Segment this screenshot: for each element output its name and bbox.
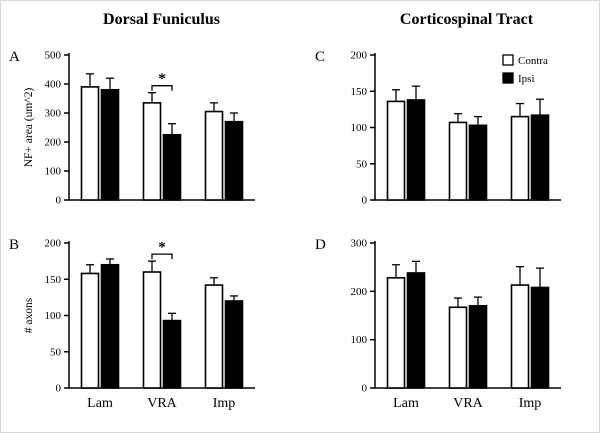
bar-contra-vra: [142, 102, 162, 201]
bar-ipsi-vra: [468, 124, 488, 201]
panel-D: D 0 100 200 300 Lam VRA Imp: [315, 229, 579, 430]
y-tick-label: 200: [351, 286, 368, 298]
y-tick-label: 300: [351, 238, 368, 250]
y-tick-label: 0: [56, 383, 62, 395]
y-axis-label: NF+ area (um^2): [23, 88, 35, 168]
panel-D-plot: 0 100 200 300 Lam VRA Imp: [351, 238, 561, 411]
y-tick-label: 0: [56, 195, 62, 207]
bar-ipsi-vra: [468, 305, 488, 389]
panel-B-plot: 0 50 100 150 200 # axons Lam VRA Imp *: [23, 238, 255, 411]
y-axis-label: # axons: [23, 297, 35, 333]
bar-ipsi-imp: [530, 114, 550, 201]
panel-B-label: B: [9, 237, 20, 253]
panel-C-label: C: [315, 49, 326, 65]
legend-swatch-ipsi: [502, 72, 514, 84]
x-category-label: VRA: [453, 396, 483, 411]
bar-ipsi-lam: [406, 272, 426, 389]
bar-contra-vra: [448, 121, 468, 201]
y-tick-label: 100: [45, 310, 62, 322]
y-tick-label: 100: [45, 166, 62, 178]
bar-contra-lam: [386, 276, 406, 389]
bar-ipsi-vra: [162, 133, 182, 201]
bar-ipsi-imp: [224, 120, 244, 201]
x-category-label: Lam: [393, 396, 419, 411]
x-category-label: Imp: [213, 396, 236, 411]
bar-ipsi-lam: [406, 99, 426, 201]
panel-C: C 0 50 100 150 200 Contra Ipsi: [315, 41, 579, 218]
bar-ipsi-imp: [530, 286, 550, 389]
y-tick-label: 0: [362, 195, 368, 207]
y-tick-label: 150: [45, 274, 62, 286]
bar-contra-imp: [510, 284, 530, 389]
panel-C-chart: 0 50 100 150 200 Contra Ipsi: [327, 41, 579, 218]
figure-title-left: Dorsal Funiculus: [103, 11, 220, 28]
y-tick-label: 50: [50, 346, 62, 358]
significance-bracket: [151, 253, 173, 260]
bar-ipsi-imp: [224, 300, 244, 389]
y-tick-label: 100: [351, 334, 368, 346]
bar-contra-lam: [80, 272, 100, 389]
panel-A-plot: 0 100 200 300 400 500 NF+ area (um^2) *: [23, 50, 255, 207]
panel-A-label: A: [9, 49, 20, 65]
panel-C-plot: 0 50 100 150 200 Contra Ipsi: [351, 50, 561, 207]
bar-contra-lam: [80, 86, 100, 201]
bar-contra-imp: [204, 284, 224, 389]
y-tick-label: 0: [362, 383, 368, 395]
significance-star: *: [158, 71, 166, 87]
y-tick-label: 300: [45, 108, 62, 120]
panel-D-label: D: [315, 237, 326, 253]
y-tick-label: 500: [45, 50, 62, 62]
y-tick-label: 50: [356, 158, 368, 170]
bar-ipsi-lam: [100, 88, 120, 201]
y-tick-label: 200: [45, 137, 62, 149]
significance-star: *: [158, 240, 166, 256]
panel-D-chart: 0 100 200 300 Lam VRA Imp: [327, 229, 579, 430]
y-tick-label: 200: [45, 238, 62, 250]
figure-title-right: Corticospinal Tract: [399, 11, 534, 28]
y-tick-label: 400: [45, 79, 62, 91]
bar-ipsi-vra: [162, 319, 182, 389]
panel-A-chart: 0 100 200 300 400 500 NF+ area (um^2) *: [21, 41, 273, 218]
bar-contra-lam: [386, 100, 406, 201]
y-tick-label: 200: [351, 50, 368, 62]
legend-label-contra: Contra: [518, 55, 548, 67]
y-tick-label: 150: [351, 86, 368, 98]
x-category-label: Imp: [519, 396, 542, 411]
panel-B-chart: 0 50 100 150 200 # axons Lam VRA Imp *: [21, 229, 273, 430]
x-category-label: VRA: [147, 396, 177, 411]
legend-label-ipsi: Ipsi: [518, 73, 535, 85]
bar-contra-imp: [510, 115, 530, 201]
panel-B: B 0 50 100 150 200 # axons Lam VRA Imp *: [9, 229, 273, 430]
panel-A: A 0 100 200 300 400 500 NF+ area (um^2) *: [9, 41, 273, 218]
bar-contra-vra: [448, 306, 468, 389]
y-tick-label: 100: [351, 122, 368, 134]
legend-swatch-contra: [502, 54, 514, 66]
bar-contra-imp: [204, 110, 224, 201]
bar-ipsi-lam: [100, 263, 120, 389]
x-category-label: Lam: [87, 396, 113, 411]
significance-bracket: [151, 85, 173, 91]
bar-contra-vra: [142, 271, 162, 389]
